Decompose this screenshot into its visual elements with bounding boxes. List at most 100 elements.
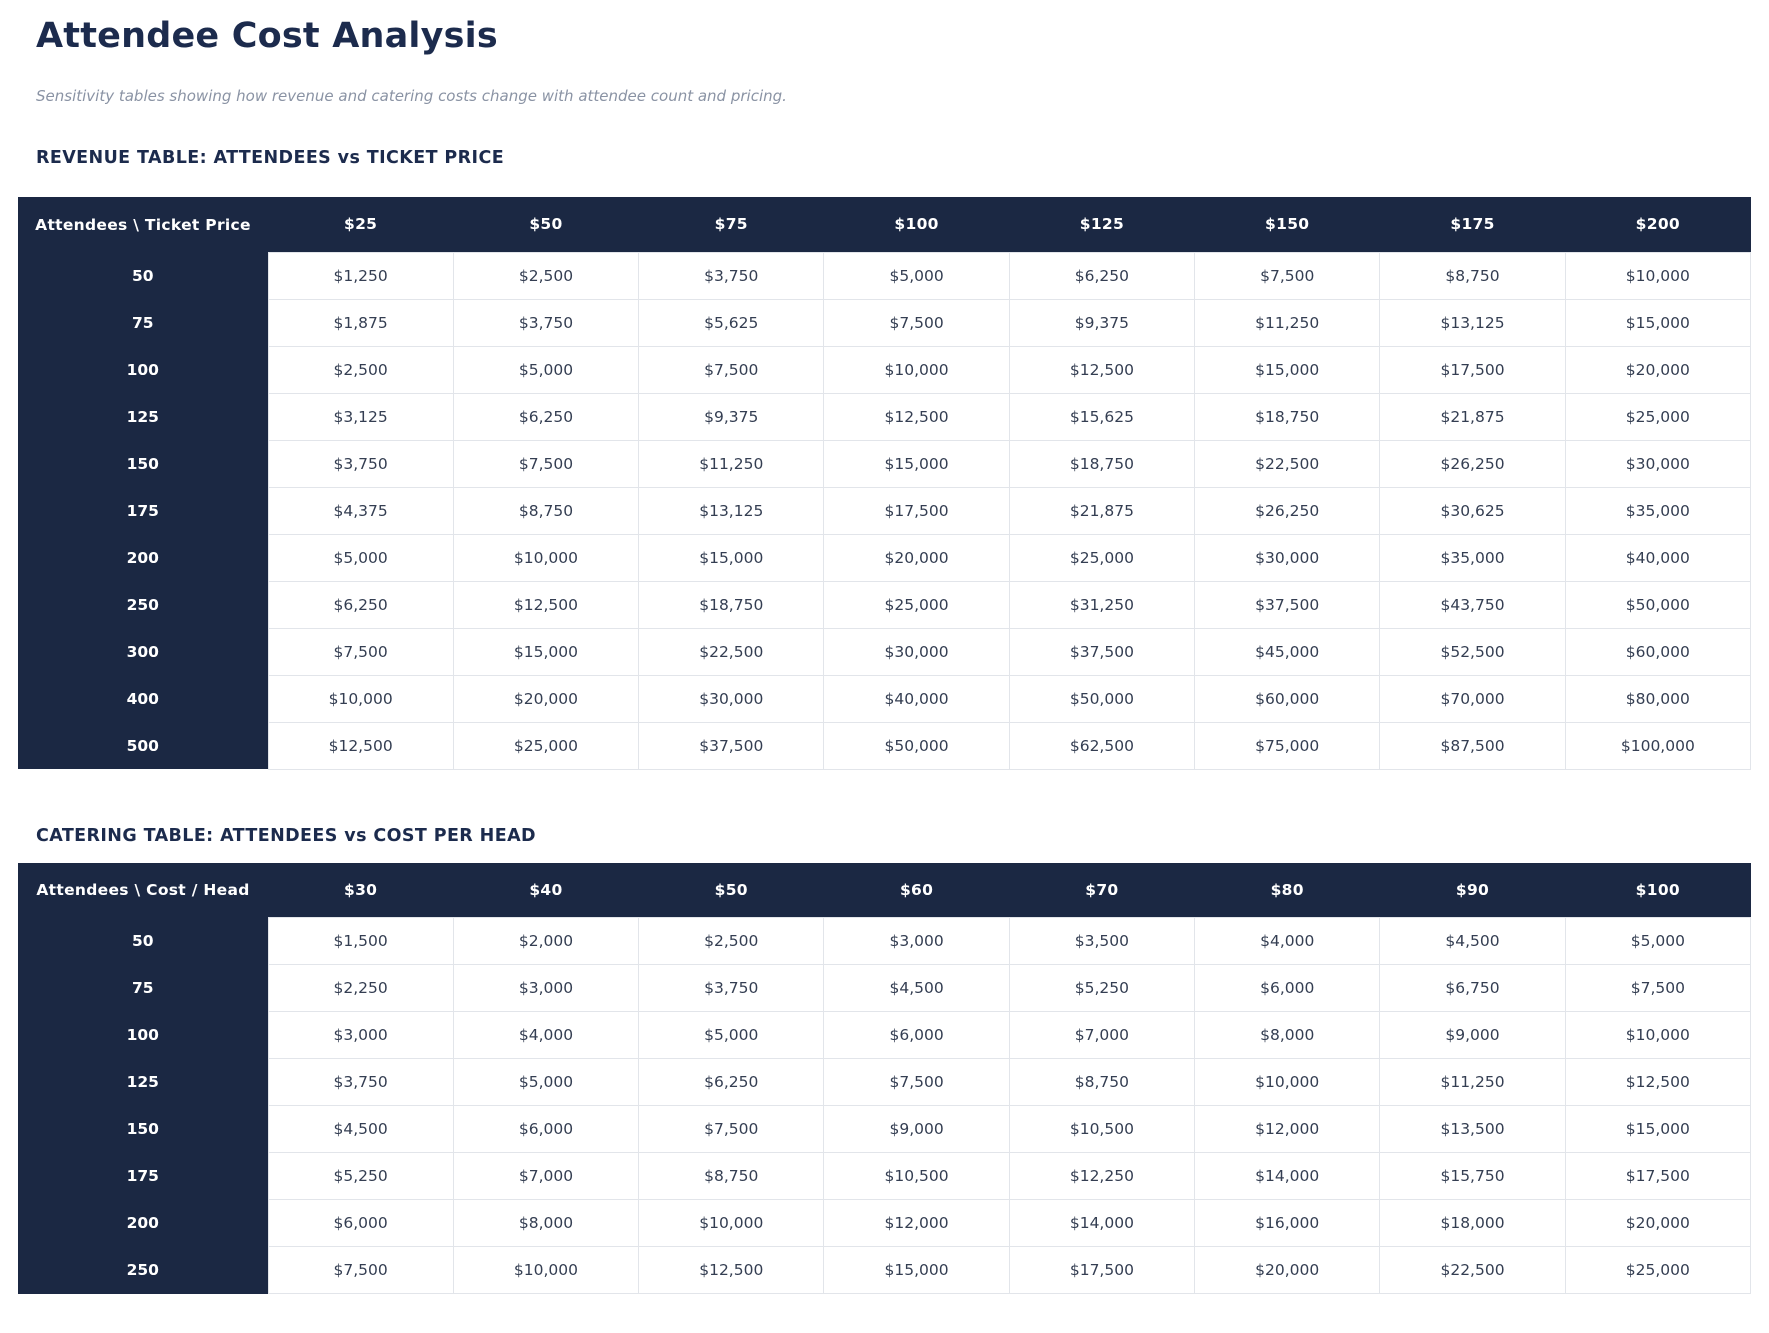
table-row: 250 $7,500 $10,000 $12,500 $15,000 $17,500 $20… bbox=[18, 1246, 1752, 1294]
value-cell: $3,000 bbox=[823, 917, 1010, 965]
value-cell: $7,500 bbox=[267, 1246, 454, 1294]
value-cell: $15,000 bbox=[638, 533, 825, 582]
value-cell: $10,000 bbox=[452, 1246, 640, 1294]
value-cell: $1,500 bbox=[267, 917, 454, 965]
value-cell: $13,125 bbox=[638, 486, 825, 535]
value-cell: $9,000 bbox=[1379, 1011, 1566, 1059]
value-cell: $20,000 bbox=[823, 533, 1010, 582]
value-cell: $4,500 bbox=[1379, 917, 1566, 965]
value-cell: $8,750 bbox=[638, 1152, 825, 1200]
table-row: 500 $12,500 $25,000 $37,500 $50,000 $62,500 $7… bbox=[18, 721, 1752, 770]
table-row: 175 $4,375 $8,750 $13,125 $17,500 $21,875 $26,… bbox=[18, 486, 1752, 535]
column-header-cell: $60 bbox=[823, 862, 1010, 918]
value-cell: $6,000 bbox=[1194, 964, 1381, 1012]
table-row: 75 $1,875 $3,750 $5,625 $7,500 $9,375 $11,250 $… bbox=[18, 298, 1752, 347]
table-row: 50 $1,250 $2,500 $3,750 $5,000 $6,250 $7,500 $8… bbox=[18, 251, 1752, 300]
value-cell: $17,500 bbox=[1379, 345, 1566, 394]
column-header-cell: $50 bbox=[453, 197, 639, 252]
row-label-cell: 200 bbox=[18, 534, 268, 581]
row-label-cell: 150 bbox=[18, 1105, 268, 1153]
value-cell: $13,125 bbox=[1379, 298, 1566, 347]
value-cell: $5,250 bbox=[1008, 964, 1196, 1012]
value-cell: $100,000 bbox=[1564, 721, 1752, 770]
table-row: 200 $6,000 $8,000 $10,000 $12,000 $14,000 $16,… bbox=[18, 1199, 1752, 1247]
value-cell: $7,500 bbox=[452, 439, 640, 488]
value-cell: $15,000 bbox=[1564, 298, 1752, 347]
value-cell: $5,000 bbox=[638, 1011, 825, 1059]
column-header-cell: $50 bbox=[638, 862, 824, 918]
value-cell: $15,000 bbox=[823, 1246, 1010, 1294]
value-cell: $3,750 bbox=[638, 251, 825, 300]
row-label-cell: 150 bbox=[18, 440, 268, 487]
table-row: 250 $6,250 $12,500 $18,750 $25,000 $31,250 $37… bbox=[18, 580, 1752, 629]
value-cell: $21,875 bbox=[1379, 392, 1566, 441]
column-header-cell: $150 bbox=[1194, 197, 1380, 252]
value-cell: $35,000 bbox=[1564, 486, 1752, 535]
value-cell: $12,500 bbox=[267, 721, 454, 770]
value-cell: $60,000 bbox=[1564, 627, 1752, 676]
value-cell: $22,500 bbox=[1194, 439, 1381, 488]
table-row: 125 $3,750 $5,000 $6,250 $7,500 $8,750 $10,000… bbox=[18, 1058, 1752, 1106]
table-row: 200 $5,000 $10,000 $15,000 $20,000 $25,000 $30… bbox=[18, 533, 1752, 582]
report-page: Attendee Cost Analysis Sensitivity table… bbox=[0, 16, 1769, 1294]
table-header-row: Attendees \ Ticket Price $25 $50 $75 $100 $12… bbox=[18, 197, 1751, 252]
value-cell: $2,000 bbox=[452, 917, 640, 965]
catering-section: CATERING TABLE: ATTENDEES vs COST PER HE… bbox=[18, 826, 1752, 1294]
table-row: 100 $3,000 $4,000 $5,000 $6,000 $7,000 $8,000 $… bbox=[18, 1011, 1752, 1059]
value-cell: $52,500 bbox=[1379, 627, 1566, 676]
value-cell: $5,000 bbox=[1564, 917, 1752, 965]
value-cell: $7,500 bbox=[638, 1105, 825, 1153]
value-cell: $1,250 bbox=[267, 251, 454, 300]
value-cell: $1,875 bbox=[267, 298, 454, 347]
value-cell: $15,000 bbox=[823, 439, 1010, 488]
column-header-cell: $100 bbox=[823, 197, 1010, 252]
value-cell: $9,000 bbox=[823, 1105, 1010, 1153]
table-row: 50 $1,500 $2,000 $2,500 $3,000 $3,500 $4,000 $4… bbox=[18, 917, 1752, 965]
row-label-cell: 75 bbox=[18, 299, 268, 346]
revenue-table: Attendees \ Ticket Price $25 $50 $75 $100 $12… bbox=[18, 197, 1752, 770]
value-cell: $5,000 bbox=[823, 251, 1010, 300]
revenue-section-heading: REVENUE TABLE: ATTENDEES vs TICKET PRICE bbox=[36, 148, 505, 168]
value-cell: $25,000 bbox=[1008, 533, 1196, 582]
value-cell: $12,000 bbox=[823, 1199, 1010, 1247]
value-cell: $15,625 bbox=[1008, 392, 1196, 441]
value-cell: $2,250 bbox=[267, 964, 454, 1012]
value-cell: $50,000 bbox=[1564, 580, 1752, 629]
value-cell: $17,500 bbox=[823, 486, 1010, 535]
value-cell: $20,000 bbox=[1564, 1199, 1752, 1247]
value-cell: $43,750 bbox=[1379, 580, 1566, 629]
value-cell: $12,500 bbox=[1008, 345, 1196, 394]
value-cell: $50,000 bbox=[1008, 674, 1196, 723]
value-cell: $2,500 bbox=[452, 251, 640, 300]
page-subtitle: Sensitivity tables showing how revenue a… bbox=[36, 87, 787, 105]
value-cell: $2,500 bbox=[267, 345, 454, 394]
value-cell: $18,750 bbox=[1008, 439, 1196, 488]
value-cell: $25,000 bbox=[1564, 1246, 1752, 1294]
column-header-cell: $100 bbox=[1565, 862, 1751, 918]
value-cell: $6,000 bbox=[267, 1199, 454, 1247]
value-cell: $30,000 bbox=[823, 627, 1010, 676]
value-cell: $31,250 bbox=[1008, 580, 1196, 629]
value-cell: $4,375 bbox=[267, 486, 454, 535]
catering-table: Attendees \ Cost / Head $30 $40 $50 $60 $70 $8… bbox=[18, 862, 1752, 1294]
value-cell: $7,000 bbox=[452, 1152, 640, 1200]
value-cell: $11,250 bbox=[1194, 298, 1381, 347]
value-cell: $7,500 bbox=[1564, 964, 1752, 1012]
value-cell: $37,500 bbox=[638, 721, 825, 770]
value-cell: $6,250 bbox=[638, 1058, 825, 1106]
value-cell: $17,500 bbox=[1564, 1152, 1752, 1200]
value-cell: $10,500 bbox=[823, 1152, 1010, 1200]
value-cell: $4,500 bbox=[267, 1105, 454, 1153]
value-cell: $5,000 bbox=[267, 533, 454, 582]
value-cell: $3,750 bbox=[267, 439, 454, 488]
value-cell: $3,000 bbox=[452, 964, 640, 1012]
row-label-cell: 200 bbox=[18, 1199, 268, 1247]
row-label-cell: 100 bbox=[18, 346, 268, 393]
row-label-cell: 125 bbox=[18, 393, 268, 440]
value-cell: $12,000 bbox=[1194, 1105, 1381, 1153]
value-cell: $12,500 bbox=[452, 580, 640, 629]
value-cell: $30,000 bbox=[638, 674, 825, 723]
value-cell: $87,500 bbox=[1379, 721, 1566, 770]
value-cell: $15,000 bbox=[1194, 345, 1381, 394]
value-cell: $12,500 bbox=[638, 1246, 825, 1294]
